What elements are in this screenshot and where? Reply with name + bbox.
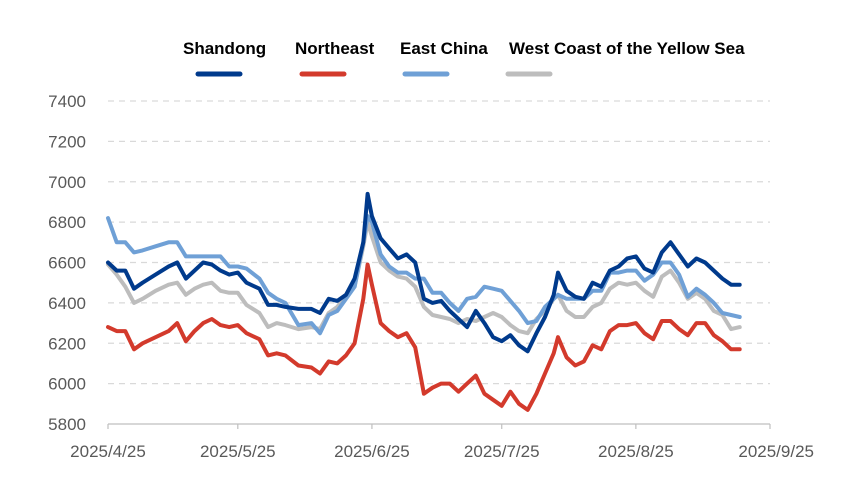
- series-line-west-coast-of-the-yellow-sea: [106, 220, 742, 336]
- series-line-shandong: [106, 191, 742, 354]
- y-tick-label-6200: 6200: [48, 334, 86, 353]
- y-tick-label-7200: 7200: [48, 132, 86, 151]
- x-tick-label-2: 2025/6/25: [334, 442, 410, 461]
- x-tick-label-3: 2025/7/25: [464, 442, 540, 461]
- x-tick-label-5: 2025/9/25: [738, 442, 814, 461]
- y-tick-label-7400: 7400: [48, 92, 86, 111]
- series-line-northeast: [106, 262, 742, 412]
- x-tick-label-1: 2025/5/25: [200, 442, 276, 461]
- x-tick-label-0: 2025/4/25: [70, 442, 146, 461]
- y-tick-label-6000: 6000: [48, 375, 86, 394]
- legend-label-shandong: Shandong: [183, 39, 266, 58]
- legend: Shandong Northeast East China West Coast of…: [183, 39, 745, 77]
- y-tick-label-6800: 6800: [48, 213, 86, 232]
- x-axis-tick-labels: 2025/4/25 2025/5/25 2025/6/25 2025/7/25 2025…: [70, 442, 814, 461]
- legend-label-northeast: Northeast: [295, 39, 375, 58]
- legend-label-east-china: East China: [400, 39, 488, 58]
- series-line-east-china: [106, 214, 742, 336]
- y-tick-label-7000: 7000: [48, 173, 86, 192]
- legend-label-west-coast-of-the-yellow-sea: West Coast of the Yellow Sea: [509, 39, 745, 58]
- y-tick-label-5800: 5800: [48, 415, 86, 434]
- y-tick-label-6600: 6600: [48, 254, 86, 273]
- x-tick-label-4: 2025/8/25: [598, 442, 674, 461]
- series-lines: [106, 191, 742, 412]
- x-axis: [107, 423, 771, 429]
- y-axis-tick-labels: 5800 6000 6200 6400 6600 6800 7000 7200 7400: [48, 92, 86, 434]
- y-tick-label-6400: 6400: [48, 294, 86, 313]
